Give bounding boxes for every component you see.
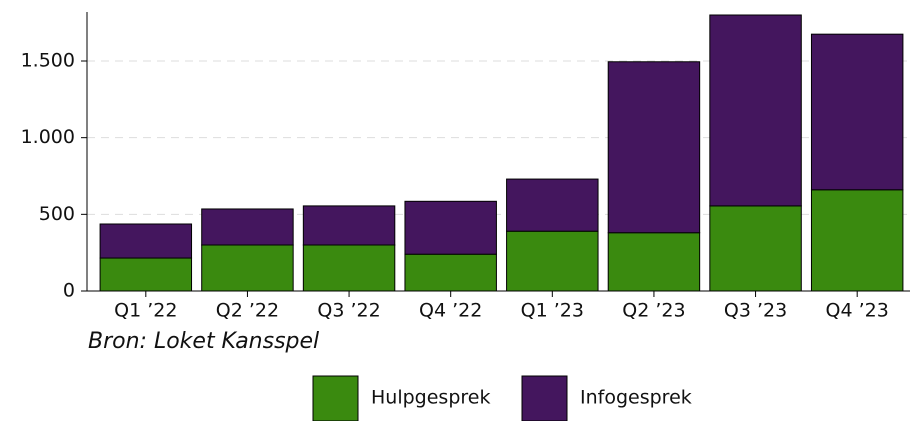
bar-segment	[99, 223, 193, 259]
bar-segment	[607, 232, 701, 292]
bar-segment	[810, 189, 904, 292]
bar-segment	[709, 205, 802, 292]
bar-segment	[201, 244, 294, 292]
bar-segment	[607, 61, 701, 234]
x-tick-label: Q3 ’22	[317, 300, 380, 322]
source: Bron: Loket Kansspel	[88, 329, 319, 354]
x-tick-label: Q1 ’23	[521, 300, 584, 322]
legend-label: Hulpgesprek	[371, 387, 490, 409]
bar-segment	[404, 253, 497, 292]
x-tick-label: Q4 ’23	[826, 300, 889, 322]
y-tick-label: 500	[39, 203, 75, 225]
bar-segment	[302, 244, 396, 292]
bar-segment	[302, 205, 396, 246]
x-tick-label: Q1 ’22	[114, 300, 177, 322]
y-tick-label: 1.500	[21, 50, 75, 72]
bar-segment	[404, 200, 497, 255]
bar-segment	[99, 257, 193, 292]
legend-swatch	[312, 375, 359, 421]
bar-segment	[201, 208, 294, 246]
bar-segment	[810, 33, 904, 191]
x-tick-label: Q4 ’22	[419, 300, 482, 322]
y-tick-label: 1.000	[21, 126, 75, 148]
legend-swatch	[521, 375, 568, 421]
bar-segment	[506, 178, 599, 232]
x-tick-label: Q3 ’23	[724, 300, 787, 322]
bar-segment	[709, 14, 802, 207]
y-tick-label: 0	[63, 280, 75, 302]
x-tick-label: Q2 ’22	[216, 300, 279, 322]
bar-segment	[506, 230, 599, 292]
legend-label: Infogesprek	[580, 387, 692, 409]
x-tick-label: Q2 ’23	[622, 300, 685, 322]
